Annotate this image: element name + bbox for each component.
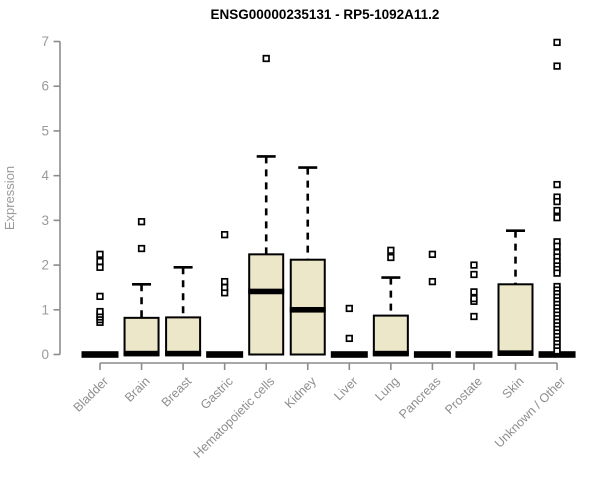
outlier-point bbox=[96, 307, 104, 316]
outlier-point bbox=[470, 294, 478, 303]
median-line bbox=[289, 306, 326, 313]
box-group bbox=[81, 250, 119, 358]
category-label: Hematopoietic cells bbox=[191, 374, 278, 461]
box-group bbox=[330, 304, 368, 358]
box-group bbox=[248, 54, 285, 356]
outlier-point bbox=[221, 283, 229, 292]
median-line bbox=[123, 350, 160, 357]
flat-median-bar bbox=[413, 351, 451, 358]
category-label: Prostate bbox=[442, 374, 485, 417]
category-label: Bladder bbox=[71, 374, 111, 414]
box-group bbox=[123, 218, 160, 357]
y-tick-label: 4 bbox=[41, 168, 49, 183]
outlier-point bbox=[96, 263, 104, 271]
outlier-point bbox=[553, 269, 561, 277]
y-tick-label: 1 bbox=[41, 302, 49, 317]
box bbox=[165, 316, 202, 356]
outlier-point bbox=[553, 62, 561, 70]
outlier-point bbox=[553, 180, 561, 189]
y-tick-label: 6 bbox=[41, 79, 49, 94]
outlier-point bbox=[262, 54, 270, 63]
flat-median-bar bbox=[206, 351, 244, 358]
y-axis-title: Expression bbox=[2, 166, 17, 230]
box-group bbox=[372, 246, 409, 357]
box-group bbox=[413, 250, 451, 358]
category-label: Lung bbox=[372, 374, 402, 404]
outlier-point bbox=[553, 206, 561, 215]
box bbox=[123, 316, 160, 356]
median-line bbox=[372, 350, 409, 357]
boxes-layer bbox=[81, 38, 576, 358]
category-label: Unknown / Other bbox=[492, 374, 568, 450]
outlier-point bbox=[470, 288, 478, 296]
y-tick-label: 2 bbox=[41, 258, 49, 273]
box-group bbox=[289, 166, 326, 356]
outlier-point bbox=[387, 246, 395, 254]
flat-median-bar bbox=[455, 351, 493, 358]
box-group bbox=[497, 229, 534, 356]
category-label: Kidney bbox=[282, 374, 319, 411]
outlier-point bbox=[553, 197, 561, 206]
median-line bbox=[165, 350, 202, 357]
outlier-point bbox=[553, 38, 561, 47]
category-label: Breast bbox=[159, 374, 195, 410]
box-group bbox=[206, 231, 244, 358]
outlier-point bbox=[470, 312, 478, 321]
outlier-point bbox=[553, 347, 561, 355]
box-group bbox=[165, 266, 202, 357]
outlier-point bbox=[96, 292, 104, 301]
outlier-point bbox=[221, 231, 229, 239]
box bbox=[372, 314, 409, 356]
flat-median-bar bbox=[81, 351, 119, 358]
outlier-point bbox=[470, 261, 478, 269]
category-label: Pancreas bbox=[396, 374, 443, 421]
box-group bbox=[455, 261, 493, 358]
category-label: Liver bbox=[331, 374, 360, 403]
y-tick-label: 7 bbox=[41, 34, 49, 49]
flat-median-bar bbox=[330, 351, 368, 358]
outlier-point bbox=[553, 214, 561, 222]
outlier-point bbox=[470, 270, 478, 279]
median-line bbox=[497, 350, 534, 356]
outlier-point bbox=[387, 253, 395, 262]
axes: 0 1 2 3 4 5 6 7 Bladder Brain Breast GastricHematop… bbox=[41, 34, 568, 461]
outlier-point bbox=[428, 277, 437, 286]
category-label: Brain bbox=[122, 374, 153, 405]
outlier-point bbox=[221, 277, 229, 286]
category-label: Skin bbox=[500, 374, 527, 401]
outlier-point bbox=[96, 257, 104, 266]
median-line bbox=[248, 288, 285, 295]
y-tick-label: 3 bbox=[41, 213, 49, 228]
outlier-point bbox=[345, 334, 353, 343]
y-tick-label: 5 bbox=[41, 123, 49, 138]
outlier-point bbox=[345, 304, 353, 313]
outlier-point bbox=[553, 242, 561, 250]
chart-title: ENSG00000235131 - RP5-1092A11.2 bbox=[211, 7, 440, 22]
outlier-point bbox=[137, 244, 146, 253]
y-tick-label: 0 bbox=[41, 347, 49, 362]
outlier-point bbox=[137, 218, 146, 226]
box bbox=[497, 283, 534, 356]
category-label: Gastric bbox=[198, 374, 236, 412]
outlier-point bbox=[96, 250, 104, 258]
box-group bbox=[538, 38, 576, 358]
outlier-point bbox=[428, 250, 437, 258]
box bbox=[248, 253, 285, 356]
